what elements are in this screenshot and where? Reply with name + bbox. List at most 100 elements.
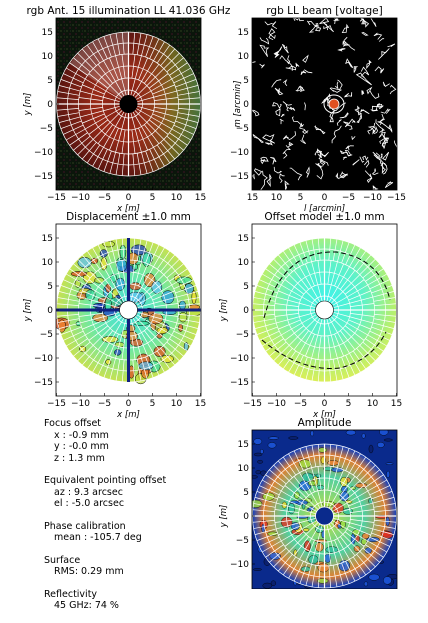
panel-spoke (359, 464, 376, 481)
sidelobe-contour (363, 159, 370, 168)
panel-spoke (256, 326, 278, 335)
sidelobe-contour (367, 125, 377, 135)
panel-spoke (254, 291, 277, 298)
displacement-blob (132, 263, 138, 271)
panel-spoke (372, 497, 395, 504)
panel-spoke (80, 296, 104, 304)
sidelobe-contour (342, 36, 348, 45)
panel-spoke (332, 502, 348, 512)
sidelobe-contour (366, 86, 373, 95)
surface-heading: Surface (44, 554, 81, 566)
panel-spoke (337, 472, 350, 494)
pointing-offset-az: az : 9.3 arcsec (54, 486, 123, 498)
sidelobe-contour (282, 78, 288, 86)
displacement-blob (127, 291, 144, 303)
x-tick-label: 0 (126, 399, 132, 409)
x-tick-label: 10 (367, 399, 379, 409)
panel-spoke (349, 502, 373, 510)
sidelobe-contour (371, 104, 384, 112)
panel-spoke (259, 536, 280, 547)
panel-spoke (160, 48, 176, 66)
amplitude-blob (302, 528, 310, 532)
panel-spoke (311, 335, 319, 359)
x-tick-label: 5 (346, 399, 352, 409)
panel-spoke (97, 64, 113, 84)
amplitude-blob (364, 547, 372, 554)
sidelobe-contour (264, 21, 278, 30)
panel-spoke (156, 250, 171, 270)
y-tick-label: 0 (243, 306, 249, 316)
sidelobe-contour (366, 59, 372, 70)
panel-spoke (299, 311, 316, 318)
panel-spoke (92, 353, 104, 373)
panel-spoke (132, 81, 142, 97)
panel-spoke (288, 274, 307, 292)
panel-spoke (88, 325, 109, 341)
panel-spoke (332, 445, 338, 467)
panel-spoke (81, 48, 97, 66)
panel-spoke (153, 90, 177, 98)
panel-spoke (284, 279, 305, 295)
sidelobe-contour (377, 113, 385, 124)
panel-spoke (145, 356, 154, 378)
panel-spoke (145, 242, 154, 264)
panel-spoke (145, 150, 154, 172)
panel-spoke (78, 97, 103, 101)
x-tick-label: 15 (195, 193, 206, 203)
panel-spoke (152, 319, 175, 330)
sidelobe-contour (286, 106, 296, 112)
panel-spoke (348, 496, 371, 507)
panel-spoke (169, 62, 188, 76)
panel-spoke (58, 85, 81, 92)
panel-spoke (85, 322, 107, 336)
panel-spoke (374, 303, 397, 306)
panel-spoke (332, 239, 338, 261)
displacement-blob (153, 345, 166, 357)
panel-spoke (80, 110, 104, 118)
sidelobe-contour (293, 18, 304, 22)
panel-spoke (365, 338, 384, 352)
panel-spoke (253, 503, 276, 508)
panel-spoke (97, 270, 113, 290)
panel-spoke (373, 297, 396, 302)
panel-spoke (121, 318, 127, 336)
x-tick-label: 10 (171, 193, 183, 203)
panel-spoke (359, 551, 376, 568)
panel-title: rgb LL beam [voltage] (266, 5, 382, 17)
y-tick-label: −10 (230, 560, 249, 570)
amplitude-blob (317, 447, 328, 453)
panel-spoke (327, 466, 332, 491)
panel-spoke (332, 296, 348, 306)
panel-spoke (173, 330, 194, 341)
panel-spoke (365, 544, 384, 558)
y-axis-label: y [m] (23, 299, 33, 323)
sidelobe-contour (302, 54, 309, 63)
panel-spoke (150, 116, 172, 130)
panel-amplitude: Amplitude 15 10 5 0 −5 −10 y [m] (219, 417, 398, 589)
panel-spoke (299, 472, 312, 494)
displacement-blob (178, 312, 188, 323)
panel-spoke (130, 318, 136, 336)
panel-spoke (273, 551, 290, 568)
panel-spoke (330, 541, 338, 565)
panel-spoke (374, 314, 397, 317)
panel-spoke (65, 67, 86, 80)
x-tick-label: 0 (322, 193, 328, 203)
panel-spoke (349, 453, 361, 473)
y-tick-labels: 15 10 5 0 −5 −10 −15 (34, 28, 59, 182)
panel-spoke (273, 464, 290, 481)
panel-spoke (153, 41, 165, 61)
panel-spoke (371, 285, 393, 294)
sidelobe-contour (265, 141, 273, 146)
panel-spoke (115, 317, 125, 333)
panel-spoke (103, 126, 116, 148)
panel-spoke (305, 333, 315, 357)
y-tick-labels: 15 10 5 0 −5 −10 (230, 440, 255, 570)
focus-offset-block: Focus offset x : -0.9 mm y : -0.0 mm z :… (44, 418, 219, 464)
panel-spoke (103, 332, 116, 354)
y-tick-label: 5 (243, 282, 249, 292)
panel-spoke (148, 73, 169, 89)
panel-spoke (311, 541, 319, 565)
panel-spoke (166, 135, 184, 151)
sidelobe-contour (367, 122, 376, 135)
